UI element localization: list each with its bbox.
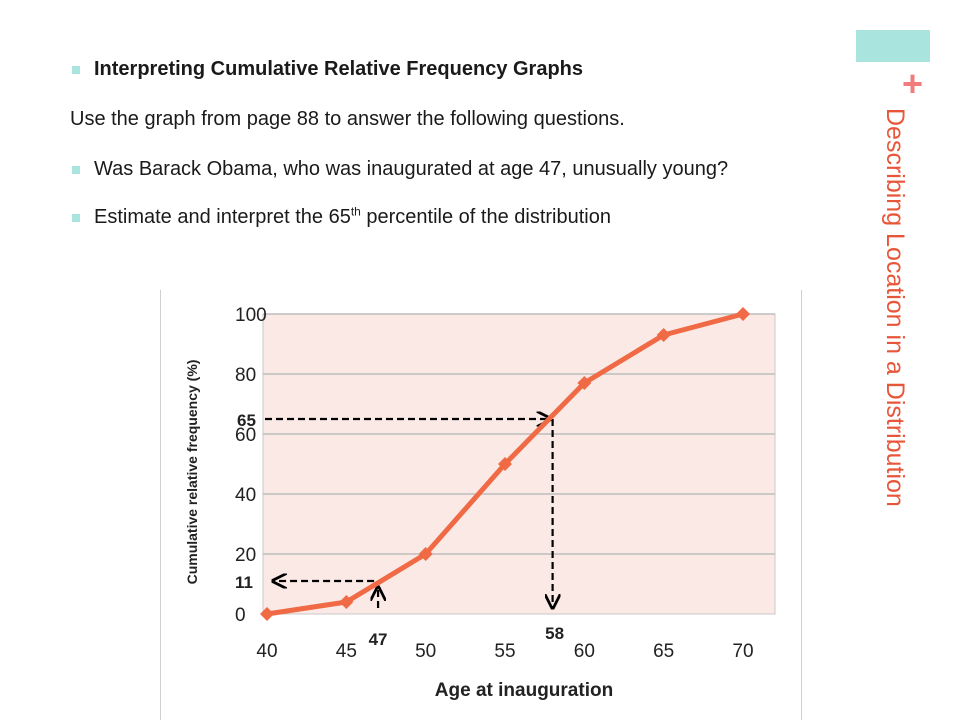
data-point bbox=[736, 307, 750, 321]
data-point bbox=[498, 457, 512, 471]
data-point bbox=[577, 376, 592, 390]
series-line bbox=[260, 307, 750, 621]
x-axis-label: Age at inauguration bbox=[435, 680, 613, 701]
question-2-superscript: th bbox=[350, 204, 361, 219]
heading-bullet: Interpreting Cumulative Relative Frequen… bbox=[70, 55, 840, 83]
annotation-label: 11 bbox=[235, 573, 253, 592]
x-tick-label: 55 bbox=[494, 641, 515, 662]
intro-text: Use the graph from page 88 to answer the… bbox=[70, 108, 625, 130]
y-tick-label: 40 bbox=[235, 485, 256, 506]
x-tick-labels: 40 45 50 55 60 65 70 bbox=[256, 641, 753, 662]
question-2-end: percentile of the distribution bbox=[360, 206, 611, 228]
x-tick-label: 65 bbox=[653, 641, 674, 662]
question-2-text: Estimate and interpret the 65 bbox=[94, 206, 351, 228]
accent-block bbox=[856, 30, 930, 62]
x-tick-label: 45 bbox=[336, 641, 357, 662]
x-tick-label: 40 bbox=[256, 641, 277, 662]
y-axis-label: Cumulative relative frequency (%) bbox=[184, 360, 200, 585]
guide-arrows bbox=[265, 419, 553, 608]
slide-body: Interpreting Cumulative Relative Frequen… bbox=[70, 55, 840, 231]
x-tick-label: 50 bbox=[415, 641, 436, 662]
plot-area bbox=[262, 313, 776, 615]
annotation-labels: 11 47 65 58 bbox=[235, 411, 564, 649]
question-1: Was Barack Obama, who was inaugurated at… bbox=[70, 155, 754, 183]
question-2: Estimate and interpret the 65th percenti… bbox=[70, 203, 840, 231]
annotation-label: 65 bbox=[237, 411, 256, 430]
y-tick-label: 80 bbox=[235, 365, 256, 386]
y-tick-label: 60 bbox=[235, 425, 256, 446]
y-tick-label: 20 bbox=[235, 545, 256, 566]
x-tick-label: 70 bbox=[732, 641, 753, 662]
data-point bbox=[260, 607, 274, 621]
data-point bbox=[339, 595, 354, 609]
x-tick-label: 60 bbox=[574, 641, 595, 662]
data-point bbox=[418, 547, 433, 561]
grid-lines bbox=[263, 313, 775, 555]
annotation-label: 47 bbox=[369, 630, 388, 649]
y-tick-label: 0 bbox=[235, 605, 246, 626]
chart: 0 20 40 60 80 100 40 45 50 55 60 65 70 11 47 65 58 Age… bbox=[160, 290, 802, 720]
slide-title: Describing Location in a Distribution bbox=[881, 108, 909, 507]
annotation-label: 58 bbox=[545, 624, 564, 643]
plus-icon: + bbox=[902, 63, 924, 104]
data-point bbox=[656, 328, 671, 342]
y-tick-label: 100 bbox=[235, 305, 267, 326]
y-tick-labels: 0 20 40 60 80 100 bbox=[235, 305, 267, 626]
